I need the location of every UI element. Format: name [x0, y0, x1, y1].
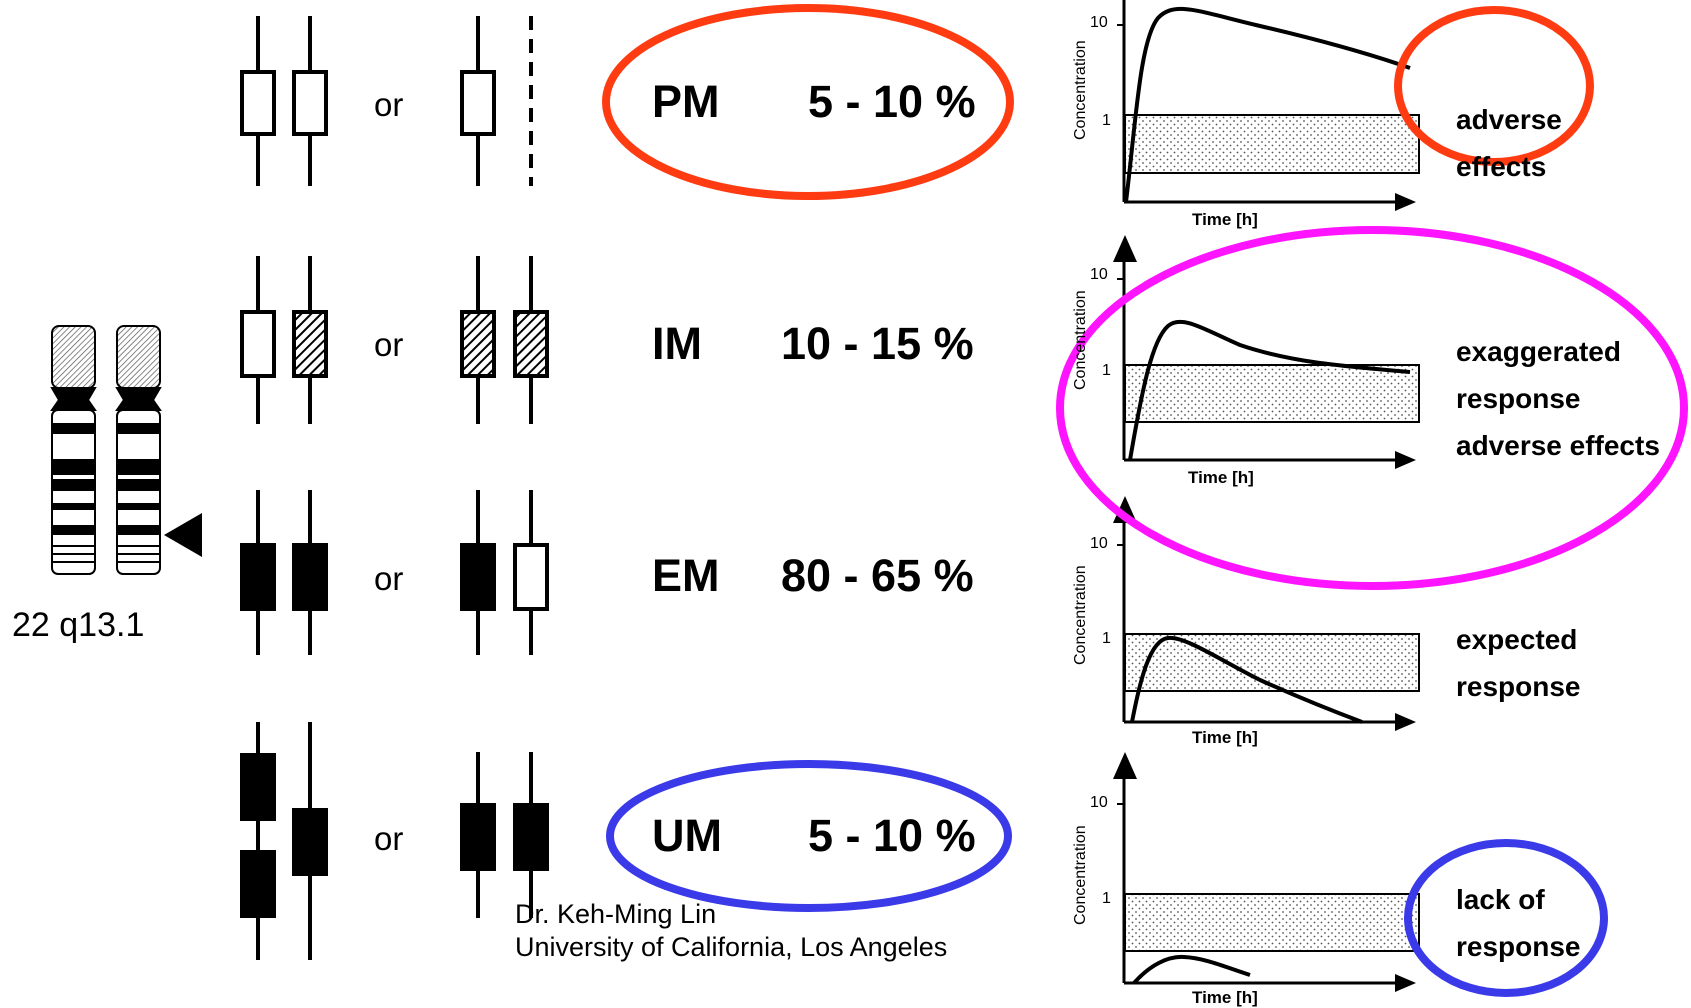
tick-10-label: 10 — [1090, 794, 1108, 811]
genotype-em — [240, 490, 549, 655]
genotype-diagrams — [240, 16, 549, 960]
plot-pm — [1117, 0, 1420, 211]
phenotype-frequency: 5 - 10 % — [808, 76, 976, 127]
response-line: adverse effects — [1456, 430, 1660, 461]
pm-effect-highlight-ellipse — [1394, 6, 1594, 166]
or-label: or — [374, 326, 404, 363]
genotype-pm — [240, 16, 533, 186]
response-label: expected response — [1456, 616, 1581, 710]
x-axis-label: Time [h] — [1192, 728, 1258, 747]
tick-10-label: 10 — [1090, 535, 1108, 552]
phenotype-code: UM — [652, 810, 722, 861]
response-line: expected — [1456, 624, 1578, 655]
im-highlight-ellipse — [1056, 226, 1688, 590]
response-line: lack of — [1456, 884, 1545, 915]
tick-10-label: 10 — [1090, 266, 1108, 283]
or-label: or — [374, 86, 404, 123]
response-label: exaggerated response adverse effects — [1456, 328, 1660, 469]
tick-1-label: 1 — [1102, 362, 1111, 379]
plot-um — [1113, 752, 1420, 992]
chromosome-pair — [50, 325, 202, 575]
x-axis-label: Time [h] — [1192, 210, 1258, 229]
phenotype-frequency: 10 - 15 % — [781, 318, 974, 369]
chromosome-right — [115, 325, 162, 575]
y-axis-label: Concentration — [1072, 565, 1089, 665]
credit-block: Dr. Keh-Ming Lin University of Californi… — [515, 898, 947, 964]
locus-arrow-icon — [164, 513, 202, 557]
response-label: lack of response — [1456, 876, 1581, 970]
phenotype-code: PM — [652, 76, 720, 127]
or-label: or — [374, 560, 404, 597]
or-label: or — [374, 820, 404, 857]
um-highlight-ellipse — [606, 760, 1012, 912]
credit-name: Dr. Keh-Ming Lin — [515, 899, 717, 929]
phenotype-frequency: 5 - 10 % — [808, 810, 976, 861]
credit-affiliation: University of California, Los Angeles — [515, 932, 948, 962]
response-line: adverse — [1456, 104, 1562, 135]
genotype-im — [240, 256, 549, 424]
response-line: response — [1456, 671, 1581, 702]
genotype-um — [240, 722, 549, 960]
y-axis-label: Concentration — [1072, 825, 1089, 925]
pm-highlight-ellipse — [602, 4, 1014, 200]
response-line: response — [1456, 931, 1581, 962]
x-axis-label: Time [h] — [1188, 468, 1254, 487]
y-axis-label: Concentration — [1072, 40, 1089, 140]
tick-1-label: 1 — [1102, 630, 1111, 647]
tick-1-label: 1 — [1102, 890, 1111, 907]
response-line: response — [1456, 383, 1581, 414]
response-line: effects — [1456, 151, 1547, 182]
tick-10-label: 10 — [1090, 14, 1108, 31]
highlight-ellipses — [602, 4, 1688, 997]
chromosome-left — [50, 325, 97, 575]
plot-im — [1113, 235, 1420, 469]
phenotype-code: IM — [652, 318, 702, 369]
y-axis-label: Concentration — [1072, 290, 1089, 390]
response-label: adverse effects — [1456, 96, 1562, 190]
chromosome-label: 22 q13.1 — [12, 606, 145, 644]
plot-em — [1113, 496, 1420, 731]
concentration-plots — [1113, 0, 1420, 992]
response-line: exaggerated — [1456, 336, 1621, 367]
phenotype-code: EM — [652, 550, 720, 601]
phenotype-frequency: 80 - 65 % — [781, 550, 974, 601]
um-effect-highlight-ellipse — [1404, 839, 1608, 997]
x-axis-label: Time [h] — [1192, 988, 1258, 1007]
tick-1-label: 1 — [1102, 112, 1111, 129]
